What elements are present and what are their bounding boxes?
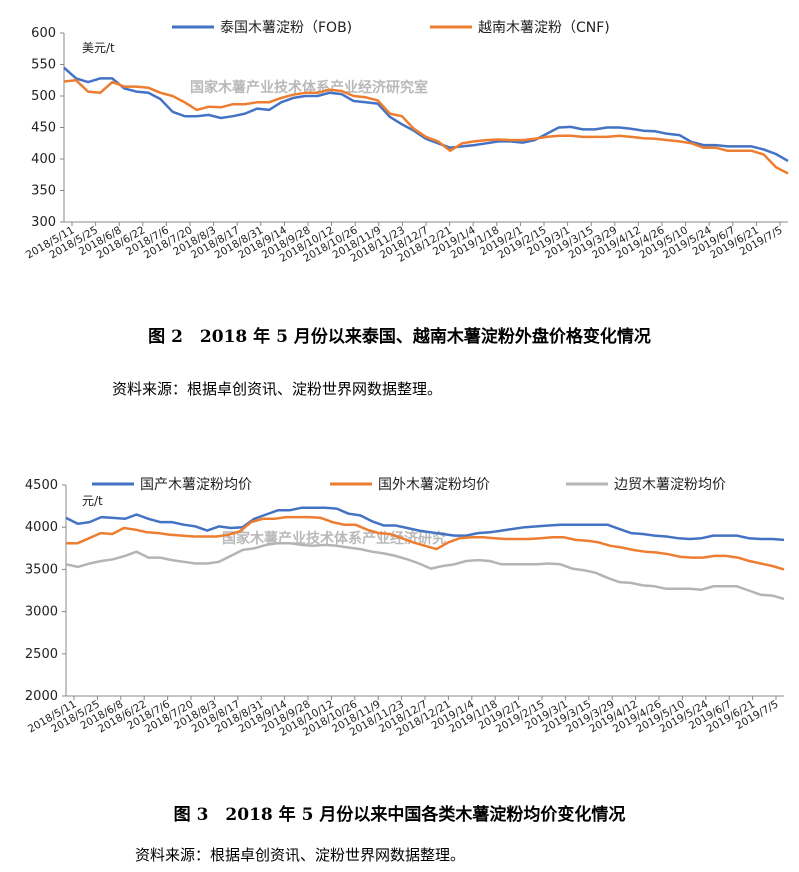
legend-label: 越南木薯淀粉（CNF) xyxy=(478,20,610,36)
chart-china-average-price: 2000250030003500400045002018/5/112018/5/… xyxy=(25,477,785,739)
y-tick-label: 4000 xyxy=(25,520,58,535)
y-tick-label: 550 xyxy=(31,58,56,73)
unit-label: 元/t xyxy=(82,494,103,508)
legend-label: 国外木薯淀粉均价 xyxy=(378,477,490,493)
y-tick-label: 4500 xyxy=(25,478,58,493)
y-tick-label: 2000 xyxy=(25,689,58,704)
y-tick-label: 400 xyxy=(31,152,56,167)
y-tick-label: 300 xyxy=(31,215,56,230)
series-line-1 xyxy=(65,506,785,542)
series-line-2 xyxy=(63,79,789,175)
y-tick-label: 600 xyxy=(31,26,56,41)
figure-2-caption: 图 2 2018 年 5 月份以来泰国、越南木薯淀粉外盘价格变化情况 xyxy=(148,327,651,347)
series-line-1 xyxy=(63,66,789,162)
unit-label: 美元/t xyxy=(82,41,115,55)
y-tick-label: 2500 xyxy=(25,647,58,662)
series-line-3 xyxy=(65,541,785,601)
y-tick-label: 3000 xyxy=(25,605,58,620)
figure-2-source: 资料来源：根据卓创资讯、淀粉世界网数据整理。 xyxy=(112,380,443,398)
chart-thai-vietnam-price: 3003504004505005506002018/5/112018/5/252… xyxy=(24,20,789,265)
y-tick-label: 500 xyxy=(31,89,56,104)
watermark-text: 国家木薯产业技术体系产业经济研究室 xyxy=(190,79,428,96)
legend-label: 边贸木薯淀粉均价 xyxy=(614,477,726,493)
figure-3-source: 资料来源：根据卓创资讯、淀粉世界网数据整理。 xyxy=(135,846,466,864)
legend-label: 泰国木薯淀粉（FOB) xyxy=(220,20,352,36)
y-tick-label: 450 xyxy=(31,121,56,136)
legend-label: 国产木薯淀粉均价 xyxy=(140,477,252,493)
y-tick-label: 3500 xyxy=(25,562,58,577)
y-tick-label: 350 xyxy=(31,184,56,199)
figure-3-caption: 图 3 2018 年 5 月份以来中国各类木薯淀粉均价变化情况 xyxy=(173,805,626,825)
series-line-2 xyxy=(66,515,785,571)
